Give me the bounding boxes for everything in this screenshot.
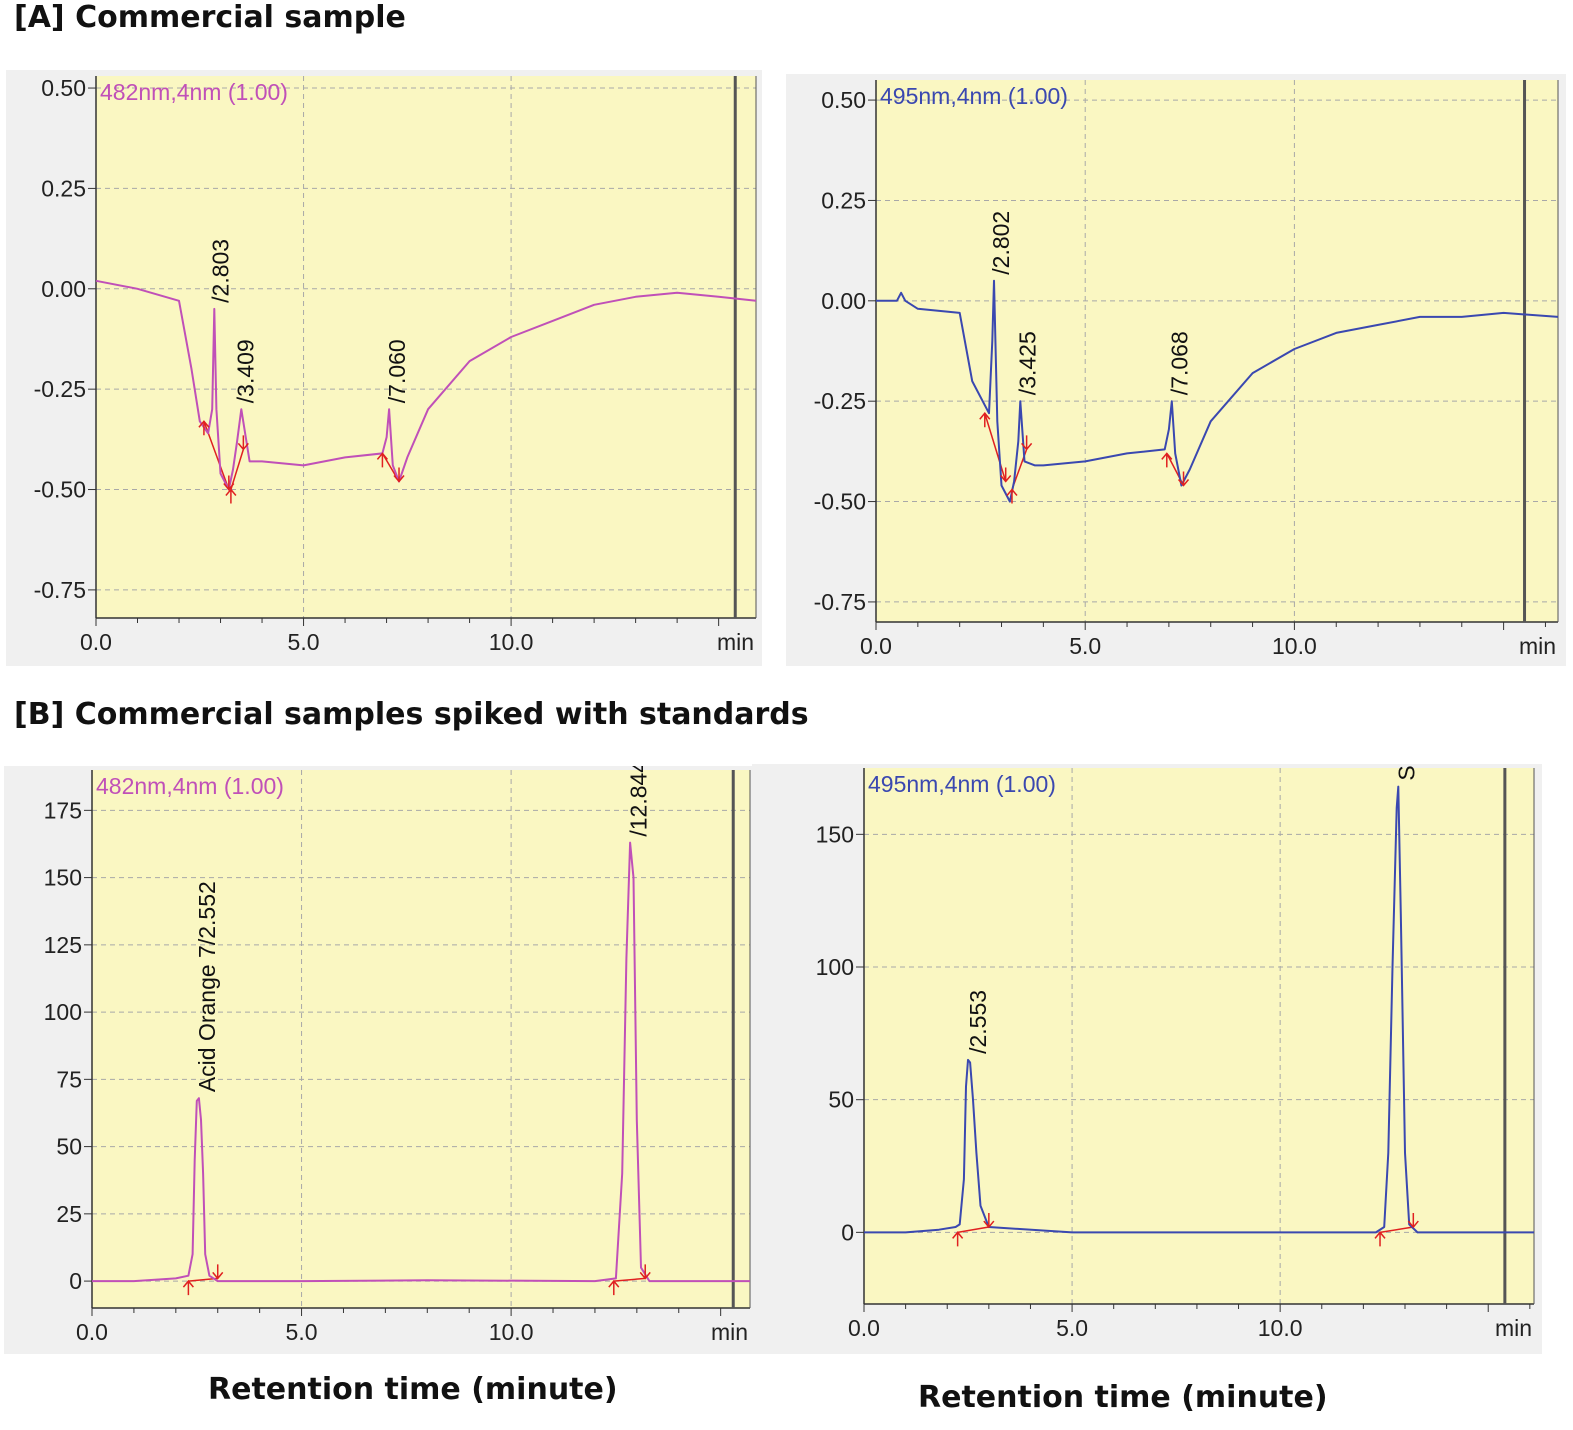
peak-start-marker (608, 1279, 620, 1296)
peak-end-marker (1177, 471, 1190, 487)
peak-start-marker (1161, 452, 1173, 468)
peak-end-marker (1407, 1213, 1419, 1229)
x-tick-label: 0.0 (860, 633, 892, 659)
peak-end-marker (983, 1213, 995, 1229)
x-tick-label: 0.0 (80, 629, 112, 655)
plot-area (96, 76, 756, 618)
x-unit-label: min (1519, 633, 1556, 659)
peak-end-marker (1021, 435, 1033, 451)
chart-b-495nm: 150 100 50 0 0.0 5.0 10.0 min/2.553 Sudan II/12.… (752, 764, 1542, 1354)
y-tick-label: 175 (44, 797, 82, 823)
y-tick-label: -0.75 (814, 589, 866, 615)
y-tick-label: 0.00 (41, 276, 86, 302)
y-tick-label: 0.50 (821, 87, 866, 113)
y-tick-label: 150 (44, 865, 82, 891)
section-a-title: [A] Commercial sample (14, 0, 406, 35)
peak-end-marker (1000, 467, 1012, 483)
peak-baseline (957, 1226, 989, 1234)
plot-area (876, 80, 1558, 622)
peak-label: /7.060 (384, 339, 410, 403)
y-tick-label: 0 (69, 1268, 82, 1294)
peak-label: /2.803 (207, 239, 233, 303)
peak-end-marker (223, 475, 235, 491)
channel-label: 495nm,4nm (1.00) (868, 771, 1056, 797)
y-tick-label: 0 (841, 1219, 854, 1245)
peak-end-marker (393, 467, 405, 483)
plot-area (92, 770, 750, 1308)
x-tick-label: 10.0 (1272, 633, 1317, 659)
x-axis-caption-left: Retention time (minute) (208, 1372, 618, 1407)
x-tick-label: 5.0 (286, 1319, 318, 1345)
y-tick-label: 0.50 (41, 75, 86, 101)
chromatogram-trace (92, 841, 750, 1283)
y-tick-label: -0.25 (814, 388, 866, 414)
y-tick-label: -0.50 (34, 477, 86, 503)
plot-area (864, 768, 1534, 1304)
peak-end-marker (639, 1264, 651, 1280)
peak-start-marker (198, 420, 210, 436)
chart-a-495nm: 0.50 0.25 0.00 -0.25 -0.50 -0.75 0.0 5.0 10.0 min… (786, 74, 1566, 666)
peak-start-marker (376, 452, 388, 468)
peak-label: /7.068 (1167, 331, 1193, 395)
peak-label: Sudan II/12.844 (1394, 764, 1420, 781)
y-tick-label: 50 (828, 1087, 854, 1113)
peak-label: /3.425 (1014, 331, 1040, 395)
x-tick-label: 10.0 (489, 629, 534, 655)
peak-baseline (230, 449, 245, 490)
chromatogram-trace (864, 785, 1534, 1234)
section-b-title: [B] Commercial samples spiked with stand… (14, 697, 809, 732)
chromatogram-trace (95, 279, 757, 491)
peak-label: Acid Orange 7/2.552 (194, 881, 220, 1092)
y-tick-label: 100 (816, 954, 854, 980)
y-tick-label: 0.00 (821, 288, 866, 314)
y-tick-label: 100 (44, 999, 82, 1025)
peak-start-marker (952, 1231, 964, 1247)
peak-baseline (1379, 1226, 1414, 1234)
x-tick-label: 10.0 (1258, 1315, 1303, 1341)
y-tick-label: 75 (56, 1066, 82, 1092)
peak-label: /2.553 (965, 990, 991, 1054)
peak-label: /3.409 (233, 339, 259, 403)
x-tick-label: 0.0 (848, 1315, 880, 1341)
peak-start-marker (182, 1279, 194, 1296)
x-unit-label: min (1495, 1315, 1532, 1341)
chart-b-482nm: 175 150 125 100 75 50 25 0 0.0 5.0 10.0 min Acid Ora… (4, 766, 756, 1354)
peak-start-marker (1374, 1231, 1386, 1247)
y-tick-label: 150 (816, 821, 854, 847)
x-unit-label: min (717, 629, 754, 655)
channel-label: 482nm,4nm (1.00) (96, 773, 284, 799)
channel-label: 482nm,4nm (1.00) (100, 79, 288, 105)
y-tick-label: 0.25 (821, 187, 866, 213)
peak-baseline (984, 413, 1007, 482)
y-tick-label: -0.25 (34, 376, 86, 402)
peak-label: /12.844 (625, 766, 651, 837)
x-tick-label: 10.0 (489, 1319, 534, 1345)
x-tick-label: 5.0 (1056, 1315, 1088, 1341)
peak-start-marker (1006, 488, 1018, 504)
y-tick-label: 0.25 (41, 175, 86, 201)
y-tick-label: -0.50 (814, 489, 866, 515)
y-tick-label: 125 (44, 932, 82, 958)
y-tick-label: 50 (56, 1134, 82, 1160)
peak-label: /2.802 (988, 211, 1014, 275)
y-tick-label: 25 (56, 1201, 82, 1227)
x-tick-label: 5.0 (288, 629, 320, 655)
x-tick-label: 0.0 (76, 1319, 108, 1345)
peak-start-marker (979, 412, 991, 428)
chromatogram-trace (876, 279, 1559, 503)
peak-end-marker (212, 1264, 224, 1280)
channel-label: 495nm,4nm (1.00) (880, 83, 1068, 109)
chart-a-482nm: 0.50 0.25 0.00 -0.25 -0.50 -0.75 0.0 5.0 10.0 min… (6, 70, 762, 666)
peak-baseline (613, 1277, 646, 1282)
x-unit-label: min (711, 1319, 748, 1345)
y-tick-label: -0.75 (34, 577, 86, 603)
x-tick-label: 5.0 (1069, 633, 1101, 659)
peak-end-marker (237, 435, 249, 451)
peak-start-marker (225, 488, 237, 504)
x-axis-caption-right: Retention time (minute) (918, 1380, 1328, 1415)
